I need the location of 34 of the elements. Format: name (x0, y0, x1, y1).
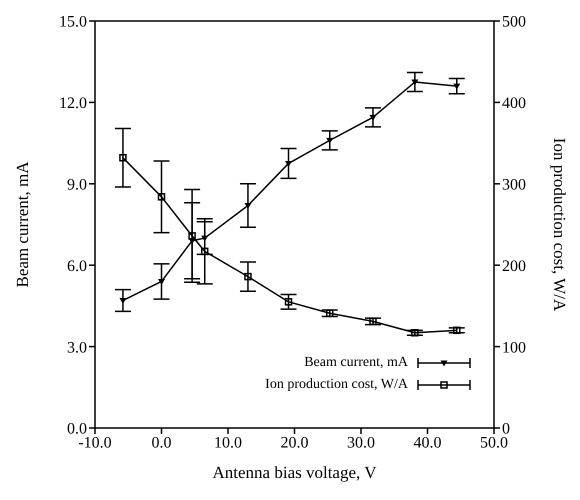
point (119, 154, 127, 162)
y-tick-label: 15.0 (59, 14, 87, 31)
y-axis-title: Beam current, mA (13, 160, 32, 288)
legend-label: Ion production cost, W/A (265, 377, 408, 393)
point (411, 329, 419, 337)
y2-tick-label: 300 (502, 176, 526, 194)
y2-axis-title: Ion production cost, W/A (550, 138, 569, 312)
y2-tick-label: 100 (502, 339, 526, 356)
y2-tick-label: 500 (502, 14, 526, 31)
point (244, 203, 252, 210)
point (285, 160, 292, 167)
x-tick-label: 10.0 (214, 434, 242, 452)
x-axis-title: Antenna bias voltage, V (212, 463, 378, 482)
point (119, 298, 126, 304)
y-tick-label: 9.0 (67, 176, 87, 194)
y2-tick-label: 400 (502, 95, 526, 112)
point (411, 80, 418, 86)
x-tick-label: 0.0 (152, 434, 172, 452)
y2-tick-label: 200 (502, 258, 526, 275)
legend-label: Beam current, mA (304, 355, 408, 371)
y-tick-label: 3.0 (67, 339, 87, 356)
point (369, 114, 376, 121)
point (158, 278, 165, 285)
point (188, 232, 196, 240)
point (369, 318, 377, 326)
x-tick-label: 20.0 (280, 434, 308, 452)
y-tick-label: 6.0 (67, 258, 87, 275)
point (244, 272, 252, 280)
point (158, 193, 166, 201)
x-tick-label: 40.0 (414, 434, 442, 452)
point (284, 298, 292, 306)
x-tick-label: 30.0 (347, 434, 375, 452)
y-tick-label: 12.0 (59, 95, 87, 112)
point (200, 248, 208, 256)
